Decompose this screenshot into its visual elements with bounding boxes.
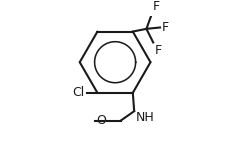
Text: NH: NH	[136, 111, 154, 124]
Text: F: F	[154, 44, 162, 57]
Text: F: F	[153, 0, 160, 12]
Text: F: F	[161, 21, 169, 34]
Text: O: O	[97, 114, 106, 127]
Text: Cl: Cl	[72, 86, 84, 99]
